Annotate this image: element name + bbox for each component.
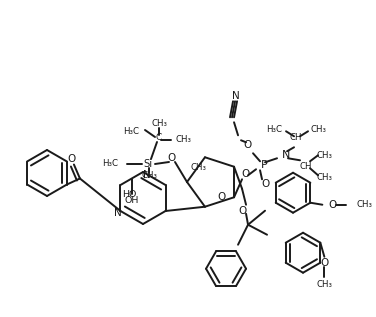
Text: Si: Si [143,159,153,169]
Text: CH₃: CH₃ [141,171,157,180]
Text: CH₃: CH₃ [310,125,326,134]
Text: H₃C: H₃C [123,127,139,137]
Text: CH₃: CH₃ [175,135,191,145]
Text: CH₃: CH₃ [356,200,372,209]
Text: HO: HO [123,190,137,199]
Text: N: N [282,150,290,160]
Text: O: O [241,169,249,179]
Text: H₃C: H₃C [102,159,118,169]
Text: O: O [238,206,246,216]
Text: CH₃: CH₃ [316,151,332,160]
Text: N: N [143,170,151,180]
Text: OH: OH [124,196,139,205]
Text: CH: CH [290,133,302,142]
Text: CH₃: CH₃ [151,120,167,128]
Text: CH₃: CH₃ [316,173,332,182]
Text: O: O [68,153,76,164]
Text: O: O [168,153,176,163]
Text: O: O [261,179,269,189]
Text: N: N [114,208,121,218]
Text: H₃C: H₃C [266,125,282,134]
Text: C: C [156,133,162,141]
Text: O: O [320,258,329,268]
Text: O: O [328,200,337,210]
Text: N: N [232,91,240,101]
Text: O: O [217,192,226,202]
Text: P: P [261,160,267,170]
Text: O: O [243,140,251,150]
Text: CH₃: CH₃ [191,163,207,172]
Text: CH: CH [300,162,312,171]
Text: CH₃: CH₃ [316,280,332,289]
